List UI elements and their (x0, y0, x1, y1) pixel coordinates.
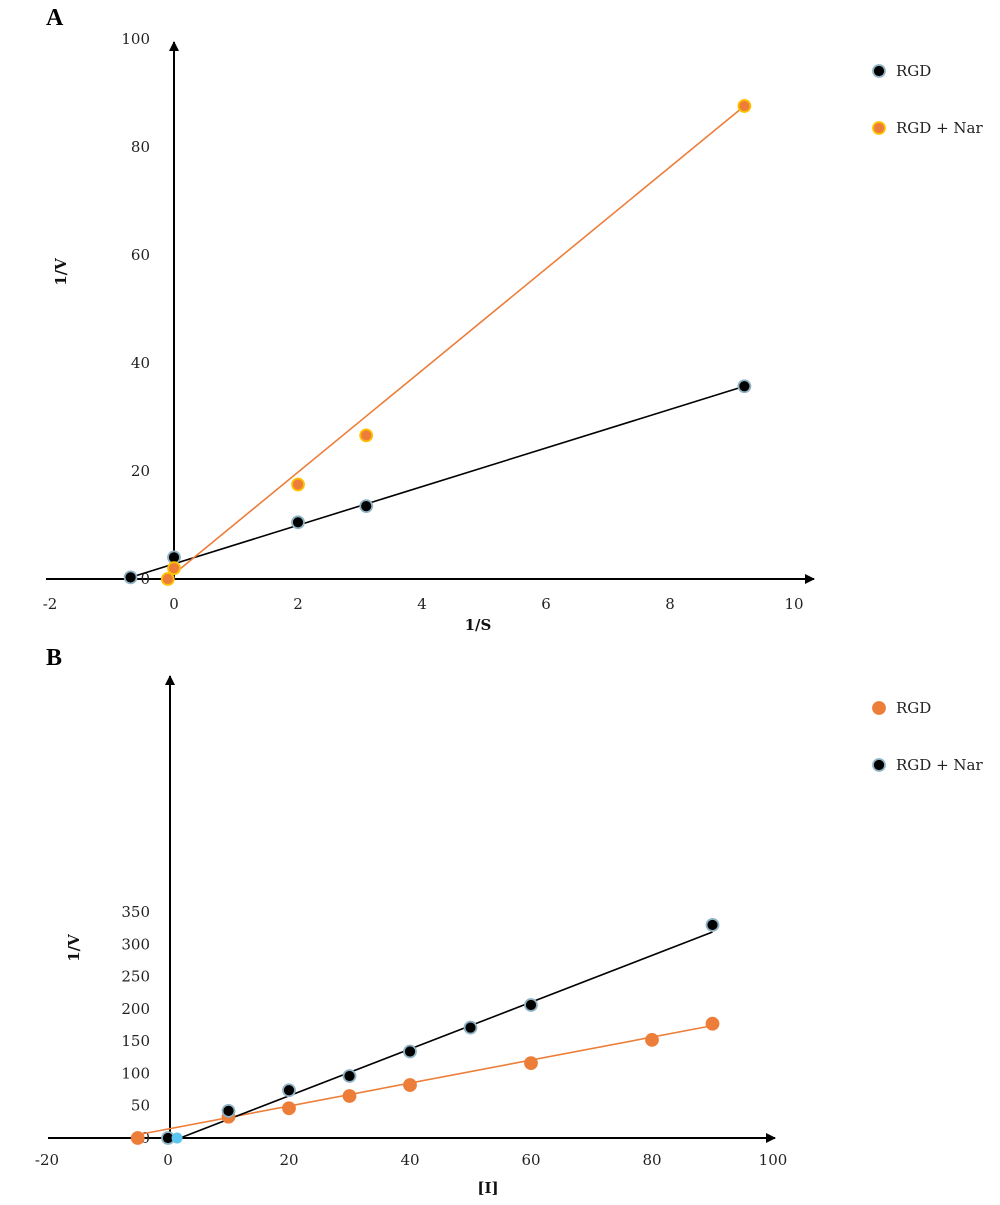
panel-a-trendline-2 (167, 105, 745, 580)
panel-b-point-series-1 (130, 1131, 145, 1145)
panel-b-point-series-2 (463, 1020, 478, 1035)
panel-a-y-tick-label: 100 (121, 30, 150, 48)
panel-a-y-tick-label: 40 (131, 354, 150, 372)
panel-b-point-series-2 (705, 918, 720, 932)
panel-a-y-axis-title: 1/V (52, 258, 70, 286)
panel-b-legend: RGD RGD + Nar (872, 699, 983, 774)
panel-a-x-tick-label: 4 (417, 595, 427, 613)
panel-a-label: A (46, 5, 64, 31)
panel-b-point-extra (171, 1132, 183, 1144)
panel-a-x-axis-title: 1/S (465, 616, 492, 634)
panel-a-point-series-2 (291, 477, 305, 492)
panel-a-point-series-1 (737, 379, 752, 394)
panel-b-point-series-1 (403, 1078, 417, 1092)
panel-b-point-series-1 (282, 1101, 296, 1116)
panel-a-point-series-2 (737, 99, 752, 113)
panel-a-x-tick-label: 2 (293, 595, 303, 613)
panel-b-label: B (46, 645, 62, 671)
panel-b-x-tick-label: -20 (35, 1151, 59, 1169)
panel-b-y-tick-label: 250 (121, 968, 150, 986)
panel-a-x-tick-label: 10 (784, 595, 803, 613)
panel-a-point-series-1 (291, 515, 305, 530)
panel-a-x-tick-label: -2 (43, 595, 58, 613)
panel-b-y-tick-label: 50 (131, 1097, 150, 1115)
panel-b-point-series-2 (403, 1044, 417, 1059)
panel-a-x-tick-label: 0 (169, 595, 179, 613)
panel-a-x-tick-label: 8 (665, 595, 675, 613)
panel-b-legend-marker-2 (872, 758, 886, 772)
panel-b-point-series-2 (221, 1103, 236, 1118)
panel-b-x-tick-label: 40 (400, 1151, 419, 1169)
panel-b-y-tick-label: 200 (121, 1000, 150, 1018)
panel-a-chart: A -2 0 2 4 6 8 10 0 20 40 60 80 100 1/S 1/V RGD RGD … (43, 5, 984, 634)
panel-b-point-series-1 (705, 1016, 720, 1031)
panel-a-legend-label-2: RGD + Nar (896, 119, 983, 137)
panel-a-point-series-1 (123, 570, 138, 585)
panel-a-point-series-2 (167, 561, 181, 576)
panel-b-y-tick-label: 100 (121, 1064, 150, 1082)
panel-b-x-tick-label: 60 (521, 1151, 540, 1169)
panel-b-x-tick-label: 80 (642, 1151, 661, 1169)
panel-b-legend-label-1: RGD (896, 699, 931, 717)
panel-a-y-tick-label: 0 (140, 570, 150, 588)
panel-b-y-tick-label: 350 (121, 903, 150, 921)
panel-b-y-tick-label: 300 (121, 935, 150, 953)
panel-a-point-series-2 (359, 428, 374, 443)
panel-b-x-tick-label: 20 (279, 1151, 298, 1169)
panel-b-legend-marker-1 (872, 701, 886, 715)
panel-a-legend-label-1: RGD (896, 62, 931, 80)
panel-a-point-series-2 (160, 572, 175, 586)
panel-a-legend-marker-2 (872, 121, 886, 135)
panel-a-legend-marker-1 (872, 64, 886, 78)
panel-a-point-series-1 (359, 499, 374, 514)
panel-b-x-tick-label: 0 (163, 1151, 173, 1169)
panel-b-y-axis-title: 1/V (65, 934, 83, 962)
panel-a-legend: RGD RGD + Nar (872, 62, 983, 137)
panel-b-y-tick-label: 0 (140, 1129, 150, 1147)
panel-a-y-tick-label: 60 (131, 246, 150, 264)
panel-b-point-series-1 (524, 1056, 538, 1070)
panel-b-point-series-2 (524, 998, 538, 1012)
panel-b-point-series-1 (645, 1032, 659, 1047)
panel-b-chart: B -20 0 20 40 60 80 100 050100150200250300350 … (35, 645, 984, 1197)
panel-a-trendline-1 (130, 385, 745, 579)
panel-b-trendline-2 (179, 931, 713, 1139)
panel-b-point-series-2 (342, 1069, 357, 1083)
panel-b-point-series-2 (282, 1083, 296, 1098)
panel-a-y-tick-label: 80 (131, 138, 150, 156)
panel-b-legend-label-2: RGD + Nar (896, 756, 983, 774)
panel-b-y-tick-label: 150 (121, 1032, 150, 1050)
panel-b-point-series-1 (342, 1089, 357, 1103)
panel-b-x-tick-label: 100 (759, 1151, 788, 1169)
panel-b-x-axis-title: [I] (477, 1179, 498, 1197)
panel-a-y-tick-label: 20 (131, 462, 150, 480)
panel-a-x-tick-label: 6 (541, 595, 551, 613)
